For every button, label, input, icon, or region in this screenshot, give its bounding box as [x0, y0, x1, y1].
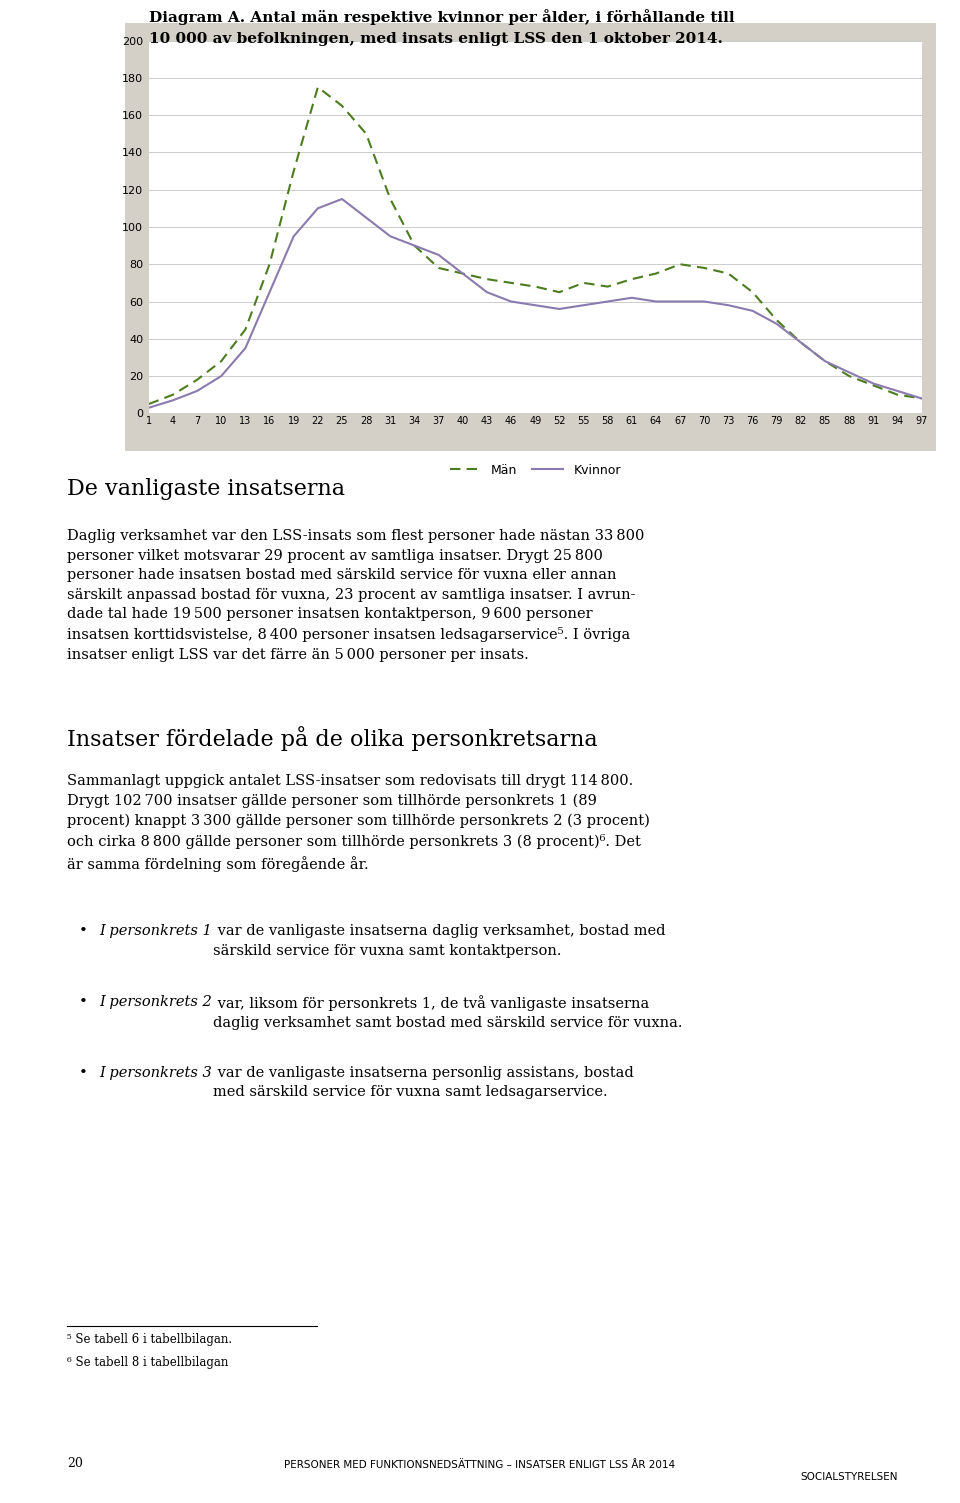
Text: I personkrets 1: I personkrets 1 [99, 924, 211, 938]
Text: var, liksom för personkrets 1, de två vanligaste insatserna
daglig verksamhet sa: var, liksom för personkrets 1, de två va… [213, 995, 683, 1031]
Text: •: • [79, 995, 87, 1009]
Text: var de vanligaste insatserna personlig assistans, bostad
med särskild service fö: var de vanligaste insatserna personlig a… [213, 1066, 634, 1099]
Text: PERSONER MED FUNKTIONSNEDSÄTTNING – INSATSER ENLIGT LSS ÅR 2014: PERSONER MED FUNKTIONSNEDSÄTTNING – INSA… [284, 1459, 676, 1470]
Text: ⁶ Se tabell 8 i tabellbilagan: ⁶ Se tabell 8 i tabellbilagan [67, 1356, 228, 1369]
Text: •: • [79, 1066, 87, 1079]
Text: var de vanligaste insatserna daglig verksamhet, bostad med
särskild service för : var de vanligaste insatserna daglig verk… [213, 924, 665, 957]
Text: Sammanlagt uppgick antalet LSS-insatser som redovisats till drygt 114 800.
Drygt: Sammanlagt uppgick antalet LSS-insatser … [67, 774, 650, 872]
Text: Diagram A. Antal män respektive kvinnor per ålder, i förhållande till: Diagram A. Antal män respektive kvinnor … [149, 9, 734, 26]
Text: ⁵ Se tabell 6 i tabellbilagan.: ⁵ Se tabell 6 i tabellbilagan. [67, 1333, 232, 1347]
Text: De vanligaste insatserna: De vanligaste insatserna [67, 478, 346, 500]
Text: •: • [79, 924, 87, 938]
Legend: Män, Kvinnor: Män, Kvinnor [444, 458, 626, 481]
Text: 20: 20 [67, 1456, 84, 1470]
Text: Daglig verksamhet var den LSS-insats som flest personer hade nästan 33 800
perso: Daglig verksamhet var den LSS-insats som… [67, 529, 644, 661]
Text: I personkrets 3: I personkrets 3 [99, 1066, 211, 1079]
Text: 10 000 av befolkningen, med insats enligt LSS den 1 oktober 2014.: 10 000 av befolkningen, med insats enlig… [149, 32, 723, 45]
Text: Insatser fördelade på de olika personkretsarna: Insatser fördelade på de olika personkre… [67, 726, 598, 752]
Text: I personkrets 2: I personkrets 2 [99, 995, 211, 1009]
Text: SOCIALSTYRELSEN: SOCIALSTYRELSEN [800, 1471, 898, 1482]
